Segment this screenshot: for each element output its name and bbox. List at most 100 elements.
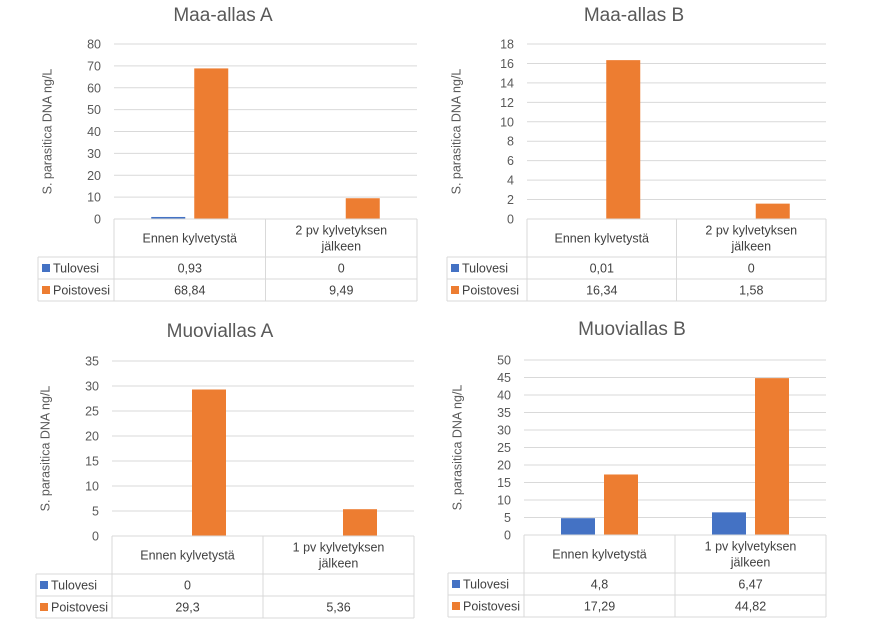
y-tick-label: 30 — [85, 380, 99, 394]
y-axis-label: S. parasitica DNA ng/L — [449, 69, 463, 195]
y-tick-label: 5 — [504, 511, 511, 525]
bar-poistovesi-2 — [343, 509, 377, 536]
data-value-label: 17,29 — [584, 600, 615, 614]
y-tick-label: 10 — [497, 494, 511, 508]
y-tick-label: 10 — [85, 480, 99, 494]
category-label: Ennen kylvetystä — [552, 548, 647, 562]
y-axis-label: S. parasitica DNA ng/L — [40, 69, 54, 195]
legend-label: Poistovesi — [53, 284, 110, 298]
data-value-label: 16,34 — [586, 284, 617, 298]
y-tick-label: 20 — [85, 430, 99, 444]
y-tick-label: 0 — [92, 530, 99, 544]
legend-label: Poistovesi — [51, 601, 108, 615]
bar-poistovesi-2 — [345, 198, 380, 219]
y-tick-label: 5 — [92, 505, 99, 519]
chart-panel-1: Maa-allas A S. parasitica DNA ng/L 0 10 20 30… — [37, 5, 418, 302]
y-tick-label: 20 — [497, 459, 511, 473]
y-tick-label: 35 — [497, 406, 511, 420]
data-value-label: 0 — [338, 262, 345, 276]
y-tick-label: 16 — [500, 57, 514, 71]
data-value-label: 29,3 — [175, 601, 199, 615]
y-tick-label: 20 — [87, 169, 101, 183]
chart-panel-2: Maa-allas B S. parasitica DNA ng/L 0 2 4 6 8 10… — [446, 5, 827, 302]
y-tick-label: 0 — [504, 529, 511, 543]
category-label: 1 pv kylvetyksen — [293, 541, 385, 555]
category-label: Ennen kylvetystä — [140, 549, 235, 563]
y-tick-label: 25 — [497, 441, 511, 455]
bar-poistovesi-1 — [194, 68, 229, 219]
y-axis-label: S. parasitica DNA ng/L — [450, 385, 464, 511]
y-tick-label: 4 — [507, 174, 514, 188]
category-label: jälkeen — [320, 240, 361, 254]
y-tick-label: 30 — [497, 424, 511, 438]
bar-poistovesi-1 — [192, 389, 226, 536]
category-label: jälkeen — [730, 556, 771, 570]
y-tick-label: 30 — [87, 147, 101, 161]
legend-key-poistovesi — [42, 286, 50, 294]
y-axis-label: S. parasitica DNA ng/L — [38, 386, 52, 512]
data-value-label: 0 — [184, 579, 191, 593]
legend-label: Poistovesi — [462, 284, 519, 298]
category-label: 2 pv kylvetyksen — [295, 224, 387, 238]
bar-poistovesi-2 — [755, 203, 790, 219]
legend-key-tulovesi — [42, 264, 50, 272]
y-tick-label: 70 — [87, 59, 101, 73]
data-value-label: 4,8 — [591, 578, 608, 592]
y-tick-label: 50 — [87, 103, 101, 117]
legend-key-poistovesi — [40, 603, 48, 611]
legend-label: Tulovesi — [51, 579, 97, 593]
y-tick-label: 15 — [497, 476, 511, 490]
y-tick-label: 14 — [500, 76, 514, 90]
bar-tulovesi-2 — [712, 512, 746, 535]
category-label: jälkeen — [318, 557, 359, 571]
y-tick-label: 80 — [87, 38, 101, 52]
legend-key-poistovesi — [452, 602, 460, 610]
y-tick-label: 18 — [500, 38, 514, 52]
legend-label: Poistovesi — [463, 600, 520, 614]
data-value-label: 6,47 — [738, 578, 762, 592]
data-value-label: 9,49 — [329, 284, 353, 298]
y-tick-label: 15 — [85, 455, 99, 469]
chart-title: Muoviallas B — [578, 319, 686, 340]
bar-tulovesi-1 — [151, 216, 186, 219]
y-tick-label: 12 — [500, 96, 514, 110]
chart-title: Muoviallas A — [167, 321, 274, 342]
y-tick-label: 10 — [500, 115, 514, 129]
y-tick-label: 60 — [87, 81, 101, 95]
y-tick-label: 0 — [507, 213, 514, 227]
y-tick-label: 25 — [85, 405, 99, 419]
chart-title: Maa-allas B — [584, 5, 684, 26]
y-tick-label: 45 — [497, 371, 511, 385]
data-value-label: 0,01 — [590, 262, 614, 276]
data-value-label: 1,58 — [739, 284, 763, 298]
y-tick-label: 50 — [497, 354, 511, 368]
category-label: 1 pv kylvetyksen — [705, 540, 797, 554]
y-tick-label: 10 — [87, 191, 101, 205]
y-tick-label: 2 — [507, 193, 514, 207]
legend-key-tulovesi — [40, 581, 48, 589]
data-value-label: 44,82 — [735, 600, 766, 614]
category-label: 2 pv kylvetyksen — [705, 224, 797, 238]
legend-label: Tulovesi — [462, 262, 508, 276]
legend-key-tulovesi — [452, 580, 460, 588]
chart-panel-4: Muoviallas B S. parasitica DNA ng/L 0 5 10 15… — [447, 319, 827, 618]
y-tick-label: 8 — [507, 135, 514, 149]
legend-label: Tulovesi — [463, 578, 509, 592]
chart-panel-3: Muoviallas A S. parasitica DNA ng/L 0 5 10 15… — [35, 321, 415, 619]
bar-poistovesi-2 — [755, 378, 789, 535]
y-tick-label: 6 — [507, 154, 514, 168]
bar-tulovesi-1 — [561, 518, 595, 535]
bar-poistovesi-1 — [606, 60, 641, 220]
data-value-label: 5,36 — [326, 601, 350, 615]
y-tick-label: 40 — [497, 389, 511, 403]
data-value-label: 0 — [748, 262, 755, 276]
category-label: Ennen kylvetystä — [555, 232, 650, 246]
legend-key-poistovesi — [451, 286, 459, 294]
legend-label: Tulovesi — [53, 262, 99, 276]
category-label: Ennen kylvetystä — [143, 232, 238, 246]
category-label: jälkeen — [730, 240, 771, 254]
chart-title: Maa-allas A — [173, 5, 273, 26]
y-tick-label: 40 — [87, 125, 101, 139]
y-tick-label: 35 — [85, 355, 99, 369]
